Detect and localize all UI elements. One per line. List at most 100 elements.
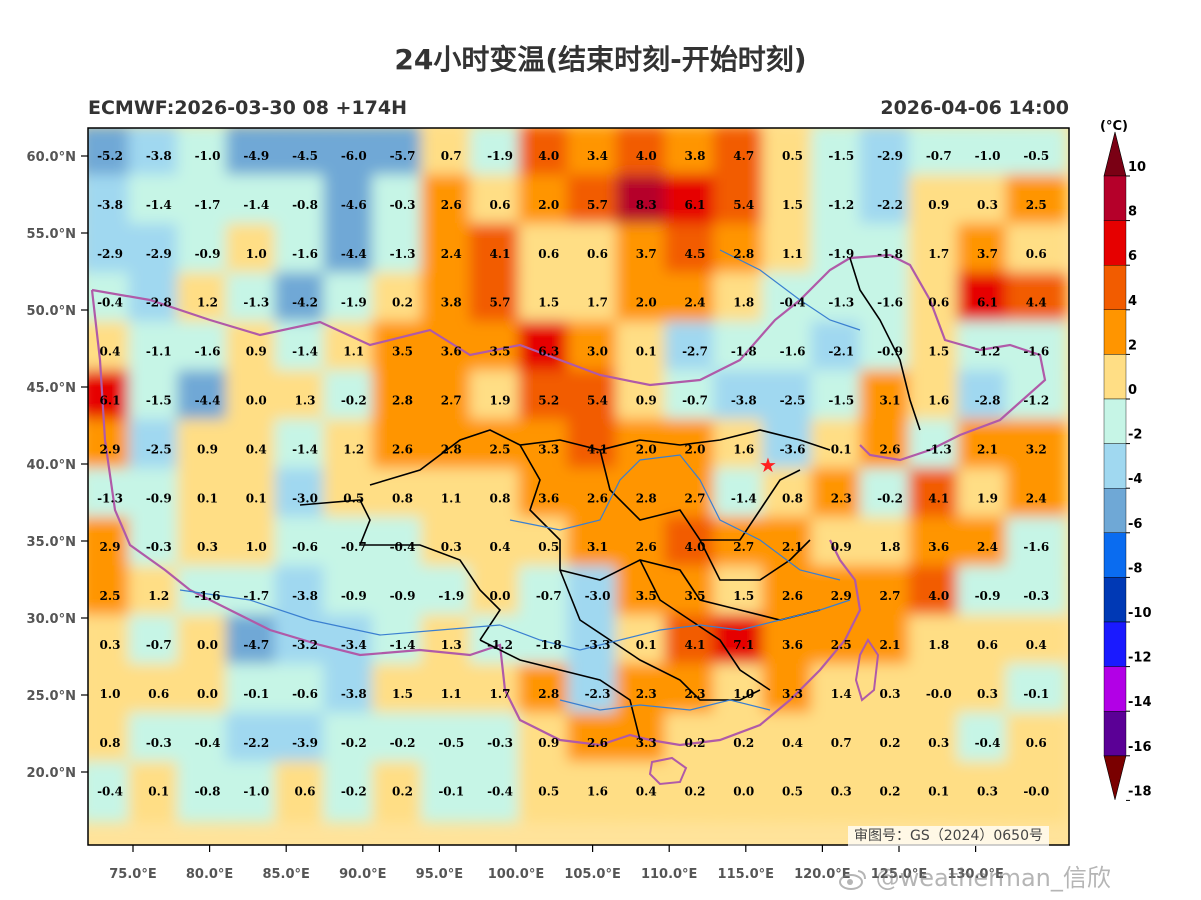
- grid-value: -0.3: [487, 736, 513, 750]
- lon-tick-label: 75.0°E: [109, 867, 156, 882]
- lon-tick-label: 130.0°E: [947, 867, 1004, 882]
- grid-value: -0.7: [341, 540, 367, 554]
- boundaries: ★: [90, 249, 1047, 786]
- grid-value: 0.6: [977, 638, 998, 652]
- grid-value: 2.6: [636, 540, 657, 554]
- grid-value: 2.4: [685, 296, 706, 310]
- grid-value: 3.6: [441, 345, 462, 359]
- grid-value: 0.1: [831, 442, 852, 456]
- grid-value: 1.5: [538, 296, 559, 310]
- rivers: [179, 249, 861, 711]
- svg-text:★: ★: [759, 453, 777, 477]
- grid-value: 0.2: [392, 785, 413, 799]
- grid-value: -1.8: [877, 247, 903, 261]
- grid-value: -2.8: [975, 394, 1001, 408]
- grid-value: 2.6: [880, 442, 901, 456]
- grid-value: 0.0: [197, 638, 218, 652]
- grid-value: -1.6: [195, 589, 221, 603]
- grid-value: 2.4: [441, 247, 462, 261]
- grid-value: 2.9: [831, 589, 852, 603]
- grid-value: 1.6: [587, 785, 608, 799]
- grid-value: 0.9: [538, 736, 559, 750]
- grid-value: 0.1: [636, 345, 657, 359]
- grid-value: 2.5: [831, 638, 852, 652]
- grid-value: 0.9: [636, 394, 657, 408]
- hainan-island: [648, 756, 688, 786]
- grid-value: -3.8: [341, 687, 367, 701]
- grid-value: 3.6: [782, 638, 803, 652]
- lat-tick-label: 50.0°N: [27, 304, 76, 319]
- grid-value: -1.2: [975, 345, 1001, 359]
- grid-value: -1.6: [780, 345, 806, 359]
- grid-value: 0.6: [1026, 736, 1047, 750]
- grid-value: -0.4: [390, 540, 416, 554]
- lat-tick-label: 25.0°N: [27, 689, 76, 704]
- grid-value: 2.0: [636, 442, 657, 456]
- grid-value: 2.1: [977, 442, 998, 456]
- grid-value: 0.5: [782, 785, 803, 799]
- grid-value: 1.1: [343, 345, 364, 359]
- grid-value: -1.5: [828, 149, 854, 163]
- grid-value: 0.8: [100, 736, 121, 750]
- lon-tick-label: 95.0°E: [416, 867, 463, 882]
- grid-value: -1.8: [731, 345, 757, 359]
- colorbar-label: 4: [1128, 294, 1137, 309]
- grid-value: 4.1: [587, 442, 608, 456]
- grid-value: 1.5: [733, 589, 754, 603]
- grid-value: 6.1: [100, 394, 121, 408]
- grid-value: 2.3: [636, 687, 657, 701]
- grid-value: 0.3: [977, 785, 998, 799]
- grid-value: 8.3: [636, 198, 657, 212]
- grid-value: -2.7: [682, 345, 708, 359]
- grid-value: -3.0: [292, 491, 318, 505]
- lon-tick-label: 125.0°E: [871, 867, 928, 882]
- grid-value: 2.8: [392, 394, 413, 408]
- grid-value: 0.1: [148, 785, 169, 799]
- grid-value: -0.3: [146, 736, 172, 750]
- grid-value: -0.9: [975, 589, 1001, 603]
- grid-value: 1.0: [246, 540, 267, 554]
- grid-value: 0.5: [343, 491, 364, 505]
- colorbar-label: 6: [1128, 249, 1137, 264]
- grid-value: 3.5: [685, 589, 706, 603]
- grid-value: 2.6: [441, 198, 462, 212]
- grid-value: -2.2: [243, 736, 269, 750]
- grid-value: 0.5: [782, 149, 803, 163]
- grid-value: 4.1: [928, 491, 949, 505]
- weibo-logo-icon: [838, 867, 868, 891]
- grid-value: 0.6: [295, 785, 316, 799]
- grid-value: -2.9: [877, 149, 903, 163]
- grid-value: 0.4: [246, 442, 267, 456]
- grid-value: -0.2: [341, 785, 367, 799]
- grid-value: 2.5: [1026, 198, 1047, 212]
- colorbar-label: -18: [1128, 784, 1152, 799]
- grid-value: -1.0: [195, 149, 221, 163]
- lat-tick-label: 35.0°N: [27, 535, 76, 550]
- grid-value: 3.3: [636, 736, 657, 750]
- grid-value: -0.8: [292, 198, 318, 212]
- grid-value: -1.3: [243, 296, 269, 310]
- grid-value: 2.7: [685, 491, 706, 505]
- model-run-label: ECMWF:2026-03-30 08 +174H: [88, 97, 408, 119]
- colorbar-segment: [1103, 309, 1127, 355]
- grid-value: 0.4: [636, 785, 657, 799]
- colorbar-segment: [1103, 666, 1127, 712]
- grid-value: 4.7: [733, 149, 754, 163]
- grid-value: 0.9: [197, 442, 218, 456]
- grid-value: -0.7: [682, 394, 708, 408]
- colorbar-unit: (°C): [1100, 119, 1128, 134]
- grid-value: 3.2: [1026, 442, 1047, 456]
- grid-value: 2.0: [636, 296, 657, 310]
- grid-value: 2.5: [100, 589, 121, 603]
- colorbar-segment: [1103, 443, 1127, 489]
- grid-value: -1.5: [146, 394, 172, 408]
- grid-value: -0.0: [926, 687, 952, 701]
- grid-value: -1.4: [390, 638, 416, 652]
- grid-value: -0.3: [390, 198, 416, 212]
- grid-value: 0.3: [977, 198, 998, 212]
- grid-value: -1.3: [926, 442, 952, 456]
- colorbar-label: -12: [1128, 651, 1152, 666]
- grid-value: 3.5: [392, 345, 413, 359]
- grid-value: -1.0: [243, 785, 269, 799]
